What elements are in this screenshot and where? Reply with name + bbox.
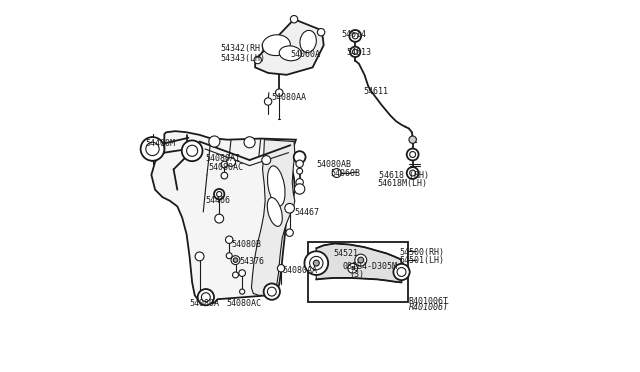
Circle shape [285,203,294,213]
Circle shape [231,256,240,264]
Circle shape [146,142,159,155]
Text: 54467: 54467 [295,208,320,217]
Circle shape [254,56,262,64]
Circle shape [187,145,198,156]
Circle shape [214,189,225,199]
Text: R401006T: R401006T [409,303,449,312]
Text: 54080AB: 54080AB [316,160,351,169]
Polygon shape [252,140,295,295]
Circle shape [407,148,419,160]
Circle shape [286,229,293,236]
Text: 54060B: 54060B [330,169,360,177]
Circle shape [296,160,303,167]
Circle shape [296,179,303,186]
Circle shape [209,136,220,147]
Text: 54611: 54611 [364,87,388,96]
Text: 54500(RH): 54500(RH) [400,248,445,257]
Text: 54080B: 54080B [232,240,262,249]
Circle shape [226,253,232,259]
Text: 54343(LH): 54343(LH) [220,54,265,62]
Polygon shape [316,243,401,282]
Circle shape [264,98,272,105]
Circle shape [233,258,237,262]
Ellipse shape [300,31,316,52]
Text: 54501(LH): 54501(LH) [400,256,445,264]
Text: 54614: 54614 [342,29,367,39]
Ellipse shape [262,35,291,55]
Bar [308,241,408,302]
Circle shape [397,267,406,276]
Circle shape [353,49,358,54]
Circle shape [198,289,214,305]
Circle shape [276,89,283,96]
Text: 54080AA: 54080AA [282,266,317,275]
Text: 081B4-D305M: 081B4-D305M [342,262,397,271]
Text: B: B [350,266,355,271]
Circle shape [409,136,417,143]
Circle shape [262,155,271,164]
Ellipse shape [279,46,301,61]
Circle shape [215,214,223,223]
Circle shape [410,151,415,157]
Circle shape [195,252,204,261]
Circle shape [348,263,357,273]
Circle shape [182,140,202,161]
Circle shape [310,256,323,270]
Text: 54376: 54376 [239,257,264,266]
Text: (3): (3) [349,270,364,279]
Circle shape [358,257,364,263]
Circle shape [141,137,164,161]
Text: 54521: 54521 [333,249,358,258]
Text: 54613: 54613 [347,48,372,57]
Text: 54618M(LH): 54618M(LH) [378,179,428,187]
Circle shape [225,236,233,243]
Text: R401006T: R401006T [408,297,448,306]
Ellipse shape [268,198,282,227]
Circle shape [239,289,244,294]
Circle shape [221,172,228,179]
Text: 54080AC: 54080AC [227,299,262,308]
Polygon shape [152,131,296,304]
Circle shape [239,270,246,276]
Circle shape [407,167,419,179]
Text: 54080AI: 54080AI [206,154,241,163]
Circle shape [352,33,358,39]
Text: 54080AC: 54080AC [208,163,243,172]
Circle shape [314,260,319,266]
Circle shape [410,170,415,176]
Circle shape [297,168,303,174]
Circle shape [268,287,276,296]
Circle shape [227,157,236,166]
Circle shape [394,264,410,280]
Circle shape [221,161,228,168]
Text: 54618 (RH): 54618 (RH) [380,171,429,180]
Circle shape [349,30,361,42]
Circle shape [244,137,255,148]
Ellipse shape [268,166,285,206]
Text: 54080AA: 54080AA [271,93,306,102]
Circle shape [264,283,280,300]
Polygon shape [255,19,324,75]
Circle shape [294,151,305,163]
Circle shape [232,272,239,278]
Circle shape [332,169,341,177]
Circle shape [294,184,305,194]
Circle shape [350,46,360,57]
Text: 54342(RH): 54342(RH) [220,44,265,53]
Circle shape [355,254,367,266]
Circle shape [202,293,211,302]
Circle shape [317,29,325,36]
Circle shape [277,264,285,272]
Text: 54080A: 54080A [189,299,220,308]
Circle shape [216,192,222,197]
Circle shape [305,251,328,275]
Text: 54400M: 54400M [146,139,176,148]
Text: 54466: 54466 [205,196,230,205]
Text: 54060A: 54060A [291,50,321,59]
Circle shape [291,16,298,23]
